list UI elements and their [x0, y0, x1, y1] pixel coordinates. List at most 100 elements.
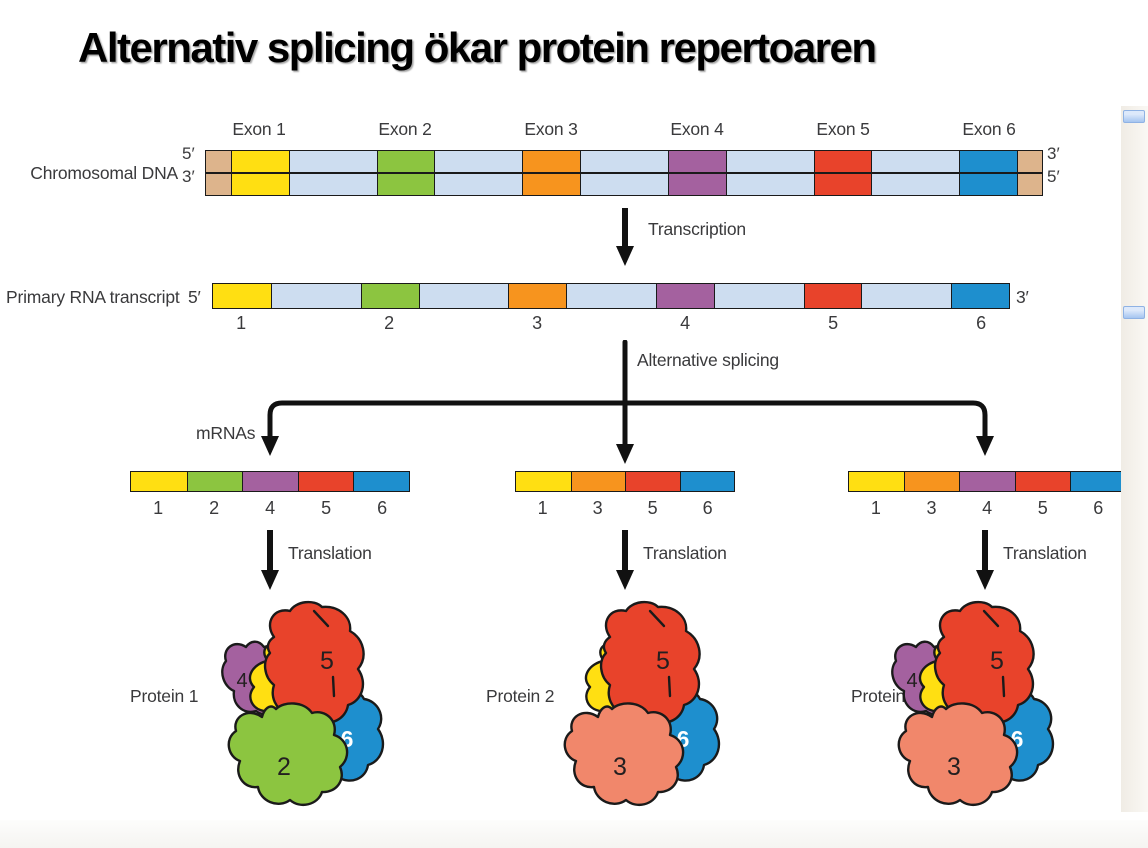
mrna-exon-number: 5 [321, 498, 331, 518]
translation-arrow-icon [616, 530, 634, 590]
dna-5prime-left-label: 5′ [182, 144, 195, 163]
chromosomal-dna-bar [205, 150, 1043, 196]
mrna-exon-4-segment [242, 472, 298, 491]
dna-3prime-right-label: 3′ [1047, 144, 1060, 163]
transcription-arrow-icon [616, 208, 634, 266]
mrnas-label: mRNAs [196, 423, 256, 443]
mrna-exon-number: 3 [926, 498, 937, 518]
exon-label: Exon 5 [816, 119, 870, 139]
rna-exon-number: 2 [384, 313, 394, 333]
translation-label-3: Translation [1003, 543, 1087, 563]
mrna-exon-number: 5 [1037, 498, 1048, 518]
protein-subunit-number: 4 [236, 670, 247, 692]
rna-exon-number: 1 [236, 313, 246, 333]
intron-segment [713, 284, 804, 308]
protein-fold-line [648, 609, 666, 628]
mrna-exon-6-segment [679, 472, 734, 491]
transcription-label: Transcription [648, 219, 746, 239]
protein-subunit-number: 3 [947, 753, 961, 781]
scrollbar-track [1121, 106, 1148, 812]
protein-fold-line [1001, 675, 1006, 698]
intron-segment [270, 284, 361, 308]
exon-2-segment [360, 284, 419, 308]
rna-exon-number: 5 [828, 313, 838, 333]
mrna-exon-number: 5 [647, 498, 658, 518]
exon-5-segment [803, 284, 862, 308]
rna-3prime-label: 3′ [1016, 287, 1029, 307]
rna-exon-number: 6 [976, 313, 986, 333]
mrna-exon-4-segment [959, 472, 1015, 491]
exon-label: Exon 1 [232, 119, 286, 139]
primary-rna-bar [212, 283, 1010, 309]
protein-subunit-3 [563, 702, 685, 807]
protein-fold-line [667, 675, 672, 698]
translation-label-2: Translation [643, 543, 727, 563]
scrollbar-thumb[interactable] [1123, 110, 1145, 123]
protein-subunit-5 [599, 600, 701, 727]
mrna-exon-number: 1 [537, 498, 548, 518]
protein-subunit-number: 5 [656, 647, 670, 675]
dna-5prime-right-label: 5′ [1047, 166, 1060, 186]
exon-label: Exon 2 [378, 119, 432, 139]
mrna-exon-1-segment [849, 472, 905, 491]
mrna-exon-3-segment [904, 472, 960, 491]
mrna-exon-number: 6 [1093, 498, 1104, 518]
slide-title: Alternativ splicing ökar protein reperto… [78, 24, 877, 71]
rna-exon-number: 3 [532, 313, 542, 333]
protein-subunit-3 [897, 702, 1019, 807]
mrna-exon-6-segment [353, 472, 409, 491]
exon-label: Exon 6 [962, 119, 1016, 139]
protein-subunit-5 [263, 600, 365, 727]
protein-fold-line [331, 675, 336, 698]
protein-subunit-5 [933, 600, 1035, 727]
exon-label: Exon 4 [670, 119, 724, 139]
dna-strand-divider [206, 172, 1042, 174]
exon-1-segment [213, 284, 271, 308]
mrna-1-bar [130, 471, 410, 492]
protein-subunit-number: 2 [277, 753, 291, 781]
alternative-splicing-label: Alternative splicing [637, 350, 779, 370]
primary-rna-label: Primary RNA transcript [6, 287, 180, 307]
protein-3-structure: 46153 [891, 600, 1055, 807]
exon-6-segment [951, 284, 1010, 308]
mrna-exon-number: 6 [702, 498, 713, 518]
mrna-exon-5-segment [297, 472, 354, 491]
mrna-exon-number: 1 [870, 498, 881, 518]
protein-subunit-number: 5 [320, 647, 334, 675]
exon-label: Exon 3 [524, 119, 578, 139]
rna-5prime-label: 5′ [188, 287, 201, 307]
dna-3prime-left-label: 3′ [182, 166, 195, 186]
protein-fold-line [312, 609, 330, 628]
intron-segment [566, 284, 656, 308]
mrna-exon-1-segment [516, 472, 571, 491]
protein-subunit-number: 5 [990, 647, 1004, 675]
mrna-exon-5-segment [1014, 472, 1070, 491]
dna-right-end-labels: 3′ 5′ [1047, 143, 1060, 188]
translation-label-1: Translation [288, 543, 372, 563]
mrna-exon-number: 4 [265, 498, 275, 518]
mrna-exon-2-segment [186, 472, 243, 491]
intron-segment [418, 284, 509, 308]
protein-subunit-number: 3 [613, 753, 627, 781]
rna-exon-number: 4 [680, 313, 690, 333]
bottom-band [0, 820, 1148, 848]
protein-1-label: Protein 1 [130, 686, 199, 706]
intron-segment [861, 284, 952, 308]
protein-2-structure: 6153 [563, 600, 721, 807]
protein-subunit-2 [227, 702, 349, 807]
exon-4-segment [655, 284, 714, 308]
mrna-2-bar [515, 471, 735, 492]
translation-arrow-icon [261, 530, 279, 590]
mrna-3-bar [848, 471, 1126, 492]
protein-2-label: Protein 2 [486, 686, 555, 706]
mrna-exon-5-segment [625, 472, 680, 491]
scrollbar-thumb[interactable] [1123, 306, 1145, 319]
mrna-exon-3-segment [570, 472, 625, 491]
mrna-exon-number: 4 [982, 498, 992, 518]
chromosomal-dna-label: Chromosomal DNA [30, 163, 178, 183]
exon-3-segment [508, 284, 567, 308]
translation-arrow-icon [976, 530, 994, 590]
mrna-exon-number: 3 [592, 498, 603, 518]
mrna-exon-number: 6 [377, 498, 387, 518]
protein-fold-line [982, 609, 1000, 628]
